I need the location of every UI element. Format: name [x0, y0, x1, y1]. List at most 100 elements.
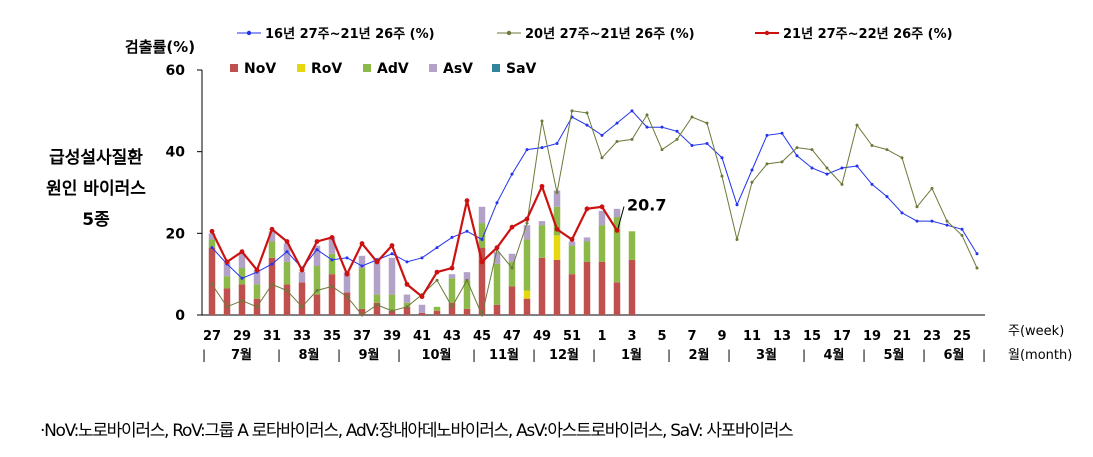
series-point: [254, 267, 260, 273]
series-point: [419, 294, 425, 300]
bar-adv: [223, 276, 231, 289]
series-point: [480, 313, 484, 317]
series-point: [434, 269, 440, 275]
series-point: [810, 148, 814, 152]
x-tick-label: 43: [443, 329, 461, 344]
series-point: [554, 226, 560, 232]
bar-adv: [463, 280, 471, 309]
month-separator: |: [592, 348, 596, 362]
bar-adv: [373, 294, 381, 303]
bar-asv: [478, 206, 486, 224]
series-point: [630, 137, 634, 141]
y-axis-title: 검출률(%): [125, 38, 195, 56]
month-separator: |: [472, 348, 476, 362]
series-point: [735, 203, 739, 207]
month-label: 10월: [421, 347, 451, 363]
series-point: [285, 250, 289, 254]
series-point: [510, 266, 514, 270]
bar-nov: [223, 288, 231, 315]
bar-nov: [553, 259, 561, 315]
side-title-line: 급성설사질환: [49, 148, 143, 168]
bar-asv: [463, 272, 471, 281]
x-tick-label: 23: [923, 329, 941, 344]
month-label: 3월: [756, 347, 777, 363]
series-point: [960, 227, 964, 231]
month-separator: |: [202, 348, 206, 362]
legend-bar-label: NoV: [244, 61, 276, 77]
series-point: [690, 115, 694, 119]
bar-nov: [583, 261, 591, 315]
series-point: [810, 166, 814, 170]
bar-asv: [313, 245, 321, 266]
series-point: [360, 313, 364, 317]
bar-nov: [328, 274, 336, 315]
y-tick-label: 0: [175, 308, 185, 324]
bar-nov: [493, 304, 501, 315]
series-point: [525, 221, 529, 225]
legend-bar-label: AdV: [377, 61, 409, 77]
series-point: [630, 109, 634, 113]
bar-adv: [553, 206, 561, 236]
x-tick-label: 41: [413, 329, 431, 344]
series-point: [615, 139, 619, 143]
series-point: [299, 267, 305, 273]
series-point: [540, 119, 544, 123]
x-tick-label: 45: [473, 329, 491, 344]
month-label: 11월: [489, 347, 519, 363]
bar-adv: [253, 284, 261, 299]
bar-nov: [568, 274, 576, 315]
series-point: [464, 198, 470, 204]
series-point: [915, 205, 919, 209]
legend-bar-swatch: [230, 64, 238, 72]
series-point: [284, 239, 290, 244]
bar-asv: [298, 272, 306, 283]
bar-adv: [478, 223, 486, 248]
series-point: [975, 266, 979, 270]
series-point: [795, 146, 799, 150]
legend-bar-swatch: [363, 64, 371, 72]
legend-bar-swatch: [297, 64, 305, 72]
bar-adv: [538, 225, 546, 258]
bar-asv: [418, 304, 426, 313]
month-separator: |: [337, 348, 341, 362]
x-tick-label: 17: [833, 329, 851, 344]
bar-adv: [268, 241, 276, 258]
series-point: [374, 259, 380, 265]
series-point: [600, 133, 604, 137]
legend-bar-label: RoV: [311, 61, 342, 77]
series-point: [465, 278, 469, 282]
series-point: [314, 239, 320, 244]
y-tick-label: 60: [166, 63, 186, 79]
series-point: [555, 142, 559, 145]
bar-nov: [358, 308, 366, 315]
series-point: [930, 186, 934, 190]
month-label: 2월: [688, 347, 709, 363]
series-point: [584, 206, 590, 212]
series-point: [975, 252, 979, 256]
legend-line-marker: [246, 30, 252, 36]
bar-adv: [448, 278, 456, 303]
series-point: [825, 166, 829, 170]
series-point: [270, 262, 274, 266]
month-unit-label: 월(month): [1008, 348, 1072, 363]
month-label: 8월: [298, 347, 319, 363]
series-point: [539, 183, 545, 189]
series-point: [359, 241, 365, 246]
month-separator: |: [727, 348, 731, 362]
series-point: [870, 182, 874, 186]
series-point: [855, 123, 859, 127]
legend-line-marker: [506, 30, 512, 36]
series-point: [660, 148, 664, 152]
x-tick-label: 3: [627, 329, 636, 344]
series-point: [240, 276, 244, 280]
month-label: 6월: [943, 347, 964, 363]
legend-line-marker: [764, 30, 770, 36]
series-point: [960, 233, 964, 237]
bar-adv: [613, 217, 621, 283]
bar-adv: [628, 231, 636, 260]
series-point: [675, 137, 679, 141]
legend-line-label: 16년 27주~21년 26주 (%): [265, 27, 435, 42]
side-title-line: 5종: [82, 210, 110, 230]
month-separator: |: [277, 348, 281, 362]
bar-adv: [388, 294, 396, 311]
